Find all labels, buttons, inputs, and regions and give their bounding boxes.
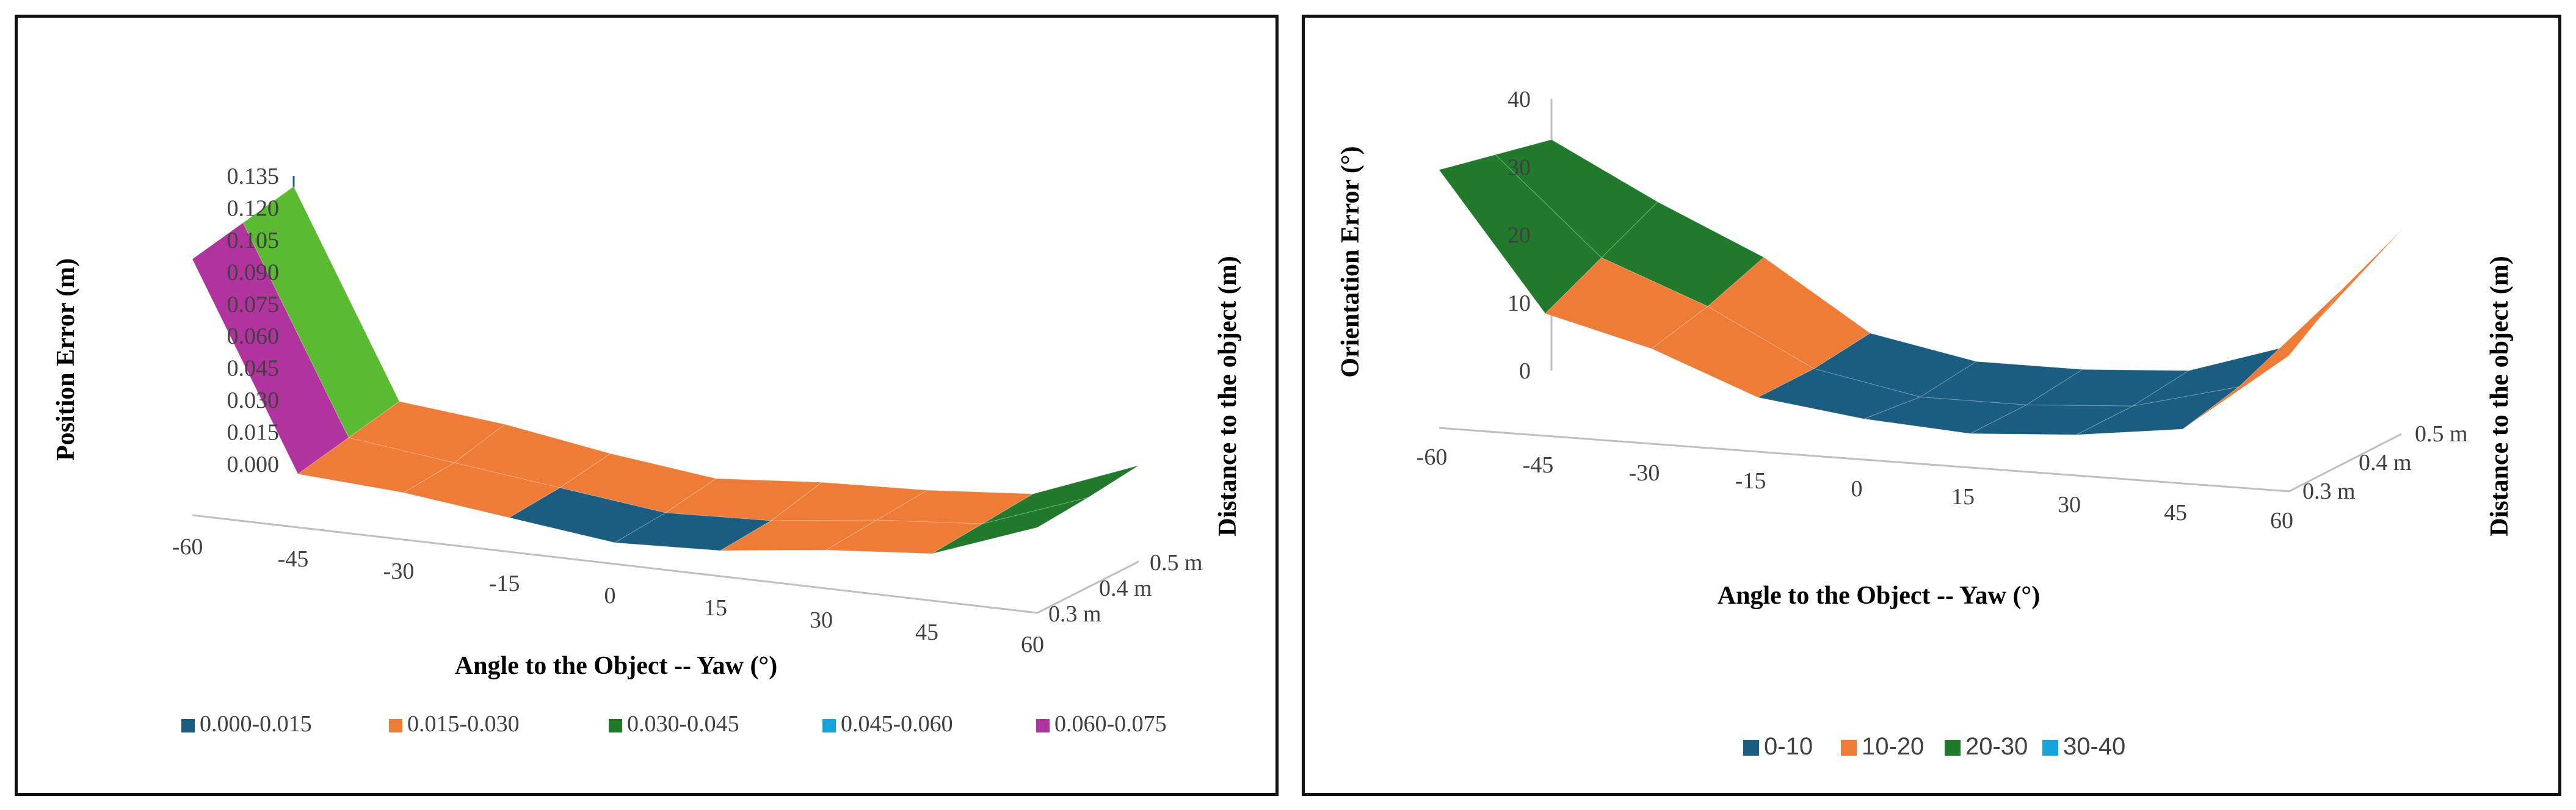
- y-tick-label: 0.4 m: [2359, 450, 2412, 476]
- legend-label: 0.060-0.075: [1054, 711, 1167, 737]
- z-tick-label: 20: [1508, 223, 1531, 248]
- z-tick-label: 0.000: [227, 452, 280, 477]
- legend-swatch: [181, 719, 195, 732]
- surface-patch: [931, 497, 1089, 554]
- z-tick-label: 0.120: [227, 195, 280, 221]
- y-axis-line: [2288, 433, 2402, 493]
- x-tick-label: 30: [810, 607, 833, 633]
- x-tick-label: 45: [915, 620, 938, 645]
- legend-label: 0-10: [1764, 733, 1813, 760]
- x-tick-label: 45: [2164, 500, 2187, 526]
- legend-label: 20-30: [1965, 733, 2028, 760]
- legend-label: 0.015-0.030: [407, 711, 520, 737]
- x-axis-title: Angle to the Object -- Yaw (°): [455, 652, 777, 680]
- z-axis-title: Orientation Error (°): [1337, 146, 1365, 377]
- legend-0: 0.000-0.015 0.015-0.030 0.030-0.045 0.045-0…: [181, 711, 1167, 737]
- legend-swatch: [2042, 740, 2058, 756]
- x-tick-label: -45: [1523, 452, 1554, 478]
- surface-patch: [2182, 286, 2346, 430]
- surface-1: [1439, 139, 2402, 435]
- legend-label: 0.030-0.045: [627, 711, 739, 737]
- legend-swatch: [1036, 719, 1050, 732]
- x-tick-label: 15: [1951, 484, 1975, 510]
- legend-label: 0.000-0.015: [200, 711, 312, 737]
- x-axis-line: [1439, 427, 2290, 493]
- x-tick-label: 60: [1021, 632, 1044, 657]
- x-tick-label: -60: [1417, 444, 1448, 470]
- legend-label: 30-40: [2063, 733, 2125, 760]
- legend-swatch: [1945, 740, 1961, 756]
- legend-swatch: [1743, 740, 1759, 756]
- x-tick-label: 0: [1851, 476, 1863, 502]
- legend-1: 0-10 10-20 20-30 30-40: [1743, 733, 2125, 760]
- legend-swatch: [1841, 740, 1857, 756]
- x-tick-label: 15: [704, 595, 727, 621]
- y-axis-title: Distance to the object (m): [2486, 256, 2514, 537]
- legend-label: 0.045-0.060: [841, 711, 953, 737]
- z-tick-label: 0.105: [227, 228, 280, 253]
- surface-0: [192, 186, 1139, 554]
- x-tick-label: -45: [278, 546, 309, 572]
- y-tick-label: 0.5 m: [2415, 421, 2468, 447]
- orientation-error-chart-panel: 0 10 20 30 40 -60 -45 -30 -15 0 15 30 45 60 0.3 m 0.4 m…: [1302, 15, 2561, 796]
- position-error-chart-panel: 0.000 0.015 0.030 0.045 0.060 0.075 0.090 0.105…: [15, 15, 1279, 796]
- y-tick-label: 0.3 m: [2302, 479, 2356, 504]
- z-tick-label: 0.090: [227, 259, 280, 285]
- x-axis-line: [192, 514, 1038, 614]
- z-tick-label: 0.060: [227, 324, 280, 349]
- legend-swatch: [822, 719, 836, 732]
- y-axis-line: [1037, 560, 1139, 614]
- z-axis-title: Position Error (m): [52, 258, 80, 461]
- z-tick-label: 40: [1508, 87, 1531, 112]
- legend-swatch: [609, 719, 622, 732]
- y-tick-label: 0.5 m: [1150, 550, 1203, 576]
- y-tick-label: 0.3 m: [1048, 601, 1101, 627]
- x-axis-title: Angle to the Object -- Yaw (°): [1718, 582, 2040, 610]
- z-tick-label: 0: [1519, 358, 1531, 384]
- position-error-chart: 0.000 0.015 0.030 0.045 0.060 0.075 0.090 0.105…: [52, 164, 1242, 737]
- z-tick-label: 0.075: [227, 292, 280, 317]
- x-tick-label: -15: [489, 571, 520, 596]
- x-tick-label: 0: [604, 583, 616, 609]
- y-axis-title: Distance to the object (m): [1214, 256, 1242, 537]
- x-tick-label: -60: [172, 534, 203, 560]
- x-tick-label: -15: [1735, 468, 1766, 494]
- x-tick-label: 30: [2058, 492, 2081, 518]
- z-tick-label: 0.045: [227, 356, 280, 381]
- z-tick-label: 10: [1508, 291, 1531, 316]
- legend-label: 10-20: [1862, 733, 1924, 760]
- z-tick-label: 0.030: [227, 388, 280, 413]
- x-tick-label: -30: [1629, 460, 1660, 486]
- z-tick-label: 30: [1508, 154, 1531, 180]
- legend-swatch: [389, 719, 402, 732]
- x-tick-label: -30: [383, 559, 415, 584]
- x-tick-label: 60: [2270, 508, 2293, 533]
- orientation-error-chart: 0 10 20 30 40 -60 -45 -30 -15 0 15 30 45 60 0.3 m0.4 m…: [1337, 87, 2514, 760]
- y-tick-label: 0.4 m: [1099, 576, 1152, 601]
- z-tick-label: 0.015: [227, 420, 280, 446]
- z-tick-label: 0.135: [227, 164, 280, 189]
